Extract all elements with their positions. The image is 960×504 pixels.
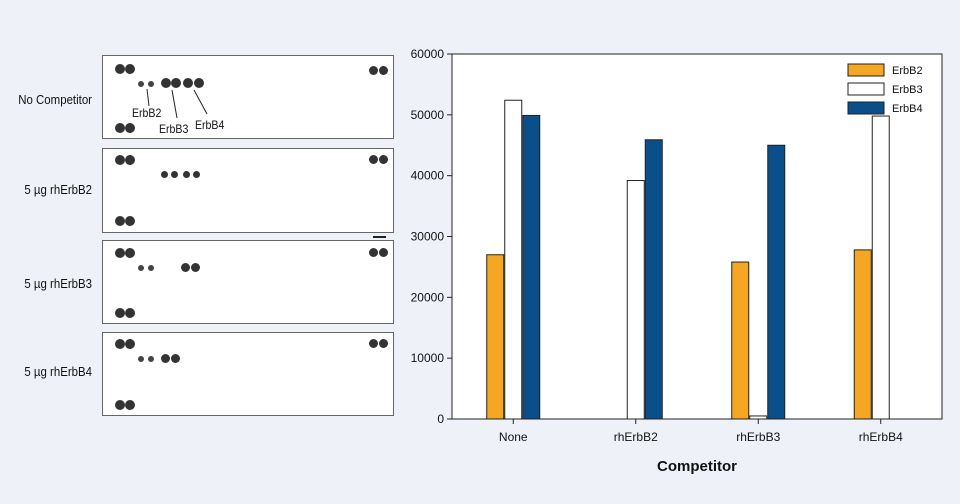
callout-erbb2: ErbB2 <box>132 106 162 120</box>
bar-erbb4 <box>767 144 786 420</box>
reference-spot <box>125 64 135 74</box>
erbb3-spot <box>171 171 178 178</box>
chart-bars <box>486 99 890 420</box>
bar-erbb4 <box>522 114 541 420</box>
reference-spot <box>125 155 135 165</box>
blot-label-rherbb3: 5 µg rhErbB3 <box>24 276 93 291</box>
callout-erbb3: ErbB3 <box>159 122 189 136</box>
reference-spot <box>115 64 125 74</box>
erbb2-spot <box>148 265 154 271</box>
legend-label-erbb2: ErbB2 <box>892 65 923 77</box>
erbb3-spot <box>161 171 168 178</box>
scale-mark <box>373 236 386 238</box>
reference-spot <box>379 339 388 348</box>
reference-spot <box>369 248 378 257</box>
reference-spot <box>125 308 135 318</box>
x-tick-label: None <box>499 430 528 444</box>
erbb4-spot <box>183 171 190 178</box>
legend-swatch-erbb2 <box>847 63 885 77</box>
blot-panel-rherbb2 <box>102 148 394 233</box>
legend-label-erbb4: ErbB4 <box>892 103 923 115</box>
bar-erbb4 <box>644 139 663 420</box>
erbb2-spot <box>138 356 144 362</box>
reference-spot <box>125 339 135 349</box>
erbb2-spot <box>148 356 154 362</box>
reference-spot <box>115 400 125 410</box>
erbb4-spot <box>194 78 204 88</box>
reference-spot <box>379 66 388 75</box>
reference-spot <box>115 123 125 133</box>
erbb3-spot <box>171 354 180 363</box>
reference-spot <box>379 155 388 164</box>
erbb4-spot <box>191 263 200 272</box>
y-tick-label: 10000 <box>411 351 445 365</box>
x-axis-label: Competitor <box>657 458 737 475</box>
x-tick-label: rhErbB2 <box>614 430 658 444</box>
reference-spot <box>115 248 125 258</box>
reference-spot <box>115 216 125 226</box>
erbb2-spot <box>138 265 144 271</box>
callout-erbb4: ErbB4 <box>195 118 225 132</box>
legend-label-erbb3: ErbB3 <box>892 84 923 96</box>
reference-spot <box>115 308 125 318</box>
erbb3-spot <box>171 78 181 88</box>
reference-spot <box>369 339 378 348</box>
x-tick-label: rhErbB3 <box>736 430 780 444</box>
erbb3-spot <box>161 78 171 88</box>
erbb4-spot <box>193 171 200 178</box>
blot-panel-no-competitor: ErbB2 ErbB3 ErbB4 <box>102 55 394 139</box>
reference-spot <box>125 248 135 258</box>
x-tick-label: rhErbB4 <box>859 430 903 444</box>
reference-spot <box>369 66 378 75</box>
legend-swatch-erbb3 <box>847 82 885 96</box>
bar-erbb2 <box>486 254 505 420</box>
blot-panel-rherbb4 <box>102 332 394 416</box>
y-tick-label: 0 <box>437 412 444 426</box>
bar-erbb3 <box>504 99 523 420</box>
blot-label-no-competitor: No Competitor <box>18 92 93 107</box>
bar-erbb3 <box>626 180 645 420</box>
reference-spot <box>369 155 378 164</box>
reference-spot <box>379 248 388 257</box>
erbb3-spot <box>161 354 170 363</box>
bar-erbb3 <box>871 115 890 420</box>
bar-erbb3 <box>749 415 768 420</box>
reference-spot <box>115 155 125 165</box>
legend-swatch-erbb4 <box>847 101 885 115</box>
reference-spot <box>115 339 125 349</box>
erbb2-spot <box>138 81 144 87</box>
blot-panel-rherbb3 <box>102 240 394 324</box>
chart-legend: ErbB2 ErbB3 ErbB4 <box>847 63 923 115</box>
erbb4-spot <box>183 78 193 88</box>
reference-spot <box>125 216 135 226</box>
y-tick-label: 40000 <box>411 169 445 183</box>
bar-erbb2 <box>853 249 872 420</box>
erbb4-spot <box>181 263 190 272</box>
y-tick-label: 30000 <box>411 230 445 244</box>
reference-spot <box>125 400 135 410</box>
y-tick-label: 20000 <box>411 290 445 304</box>
bar-chart: 0 10000 20000 30000 40000 50000 60000 None rhErb… <box>411 47 943 475</box>
blot-label-rherbb4: 5 µg rhErbB4 <box>24 364 93 379</box>
erbb2-spot <box>148 81 154 87</box>
y-tick-label: 60000 <box>411 47 445 61</box>
reference-spot <box>125 123 135 133</box>
blot-label-rherbb2: 5 µg rhErbB2 <box>24 182 93 197</box>
y-tick-label: 50000 <box>411 108 445 122</box>
bar-erbb2 <box>731 261 750 420</box>
callout-lines <box>146 88 208 119</box>
